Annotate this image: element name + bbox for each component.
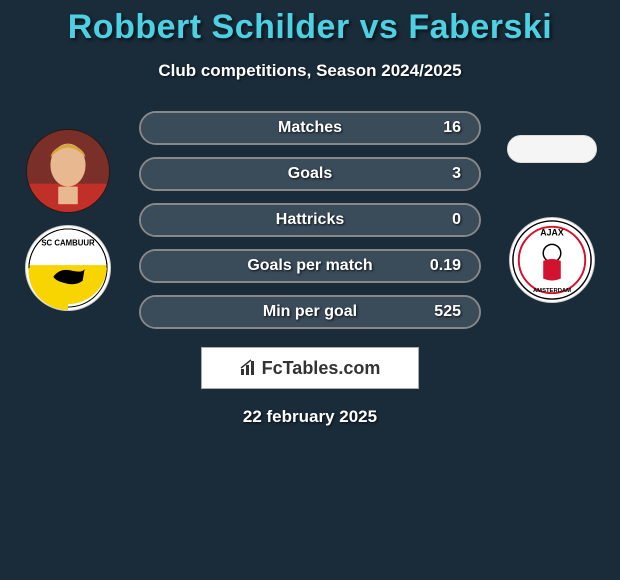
left-club-logo: SC CAMBUUR xyxy=(25,225,111,311)
page-title: Robbert Schilder vs Faberski xyxy=(0,8,620,47)
svg-text:AMSTERDAM: AMSTERDAM xyxy=(533,288,571,294)
stat-value-right: 0 xyxy=(452,211,461,229)
left-player-photo xyxy=(26,129,110,213)
stat-value-right: 525 xyxy=(434,303,461,321)
comparison-row: SC CAMBUUR Matches 16 Goals 3 Hattricks 0 Goal… xyxy=(0,111,620,329)
stat-label: Matches xyxy=(278,119,342,137)
stat-label: Hattricks xyxy=(276,211,344,229)
stat-label: Goals xyxy=(288,165,332,183)
svg-text:SC CAMBUUR: SC CAMBUUR xyxy=(41,239,95,248)
right-player-photo xyxy=(507,135,597,163)
right-club-logo: AJAX AMSTERDAM xyxy=(509,217,595,303)
stat-row: Goals per match 0.19 xyxy=(139,249,481,283)
ajax-logo-icon: AJAX AMSTERDAM xyxy=(510,217,594,303)
left-player-column: SC CAMBUUR xyxy=(8,111,128,311)
stat-label: Goals per match xyxy=(247,257,372,275)
right-player-column: AJAX AMSTERDAM xyxy=(492,111,612,303)
svg-text:AJAX: AJAX xyxy=(540,228,564,238)
chart-icon xyxy=(240,359,258,377)
fctables-label: FcTables.com xyxy=(262,358,381,379)
stat-label: Min per goal xyxy=(263,303,357,321)
stat-row: Matches 16 xyxy=(139,111,481,145)
stat-row: Hattricks 0 xyxy=(139,203,481,237)
player-face-icon xyxy=(27,130,109,212)
stat-value-right: 0.19 xyxy=(430,257,461,275)
subtitle: Club competitions, Season 2024/2025 xyxy=(0,61,620,81)
stat-value-right: 3 xyxy=(452,165,461,183)
date-label: 22 february 2025 xyxy=(0,407,620,427)
cambuur-logo-icon: SC CAMBUUR xyxy=(26,225,110,311)
stat-row: Min per goal 525 xyxy=(139,295,481,329)
stat-row: Goals 3 xyxy=(139,157,481,191)
stat-value-right: 16 xyxy=(443,119,461,137)
infographic-container: Robbert Schilder vs Faberski Club compet… xyxy=(0,0,620,427)
stats-list: Matches 16 Goals 3 Hattricks 0 Goals per match… xyxy=(135,111,485,329)
fctables-badge: FcTables.com xyxy=(201,347,419,389)
